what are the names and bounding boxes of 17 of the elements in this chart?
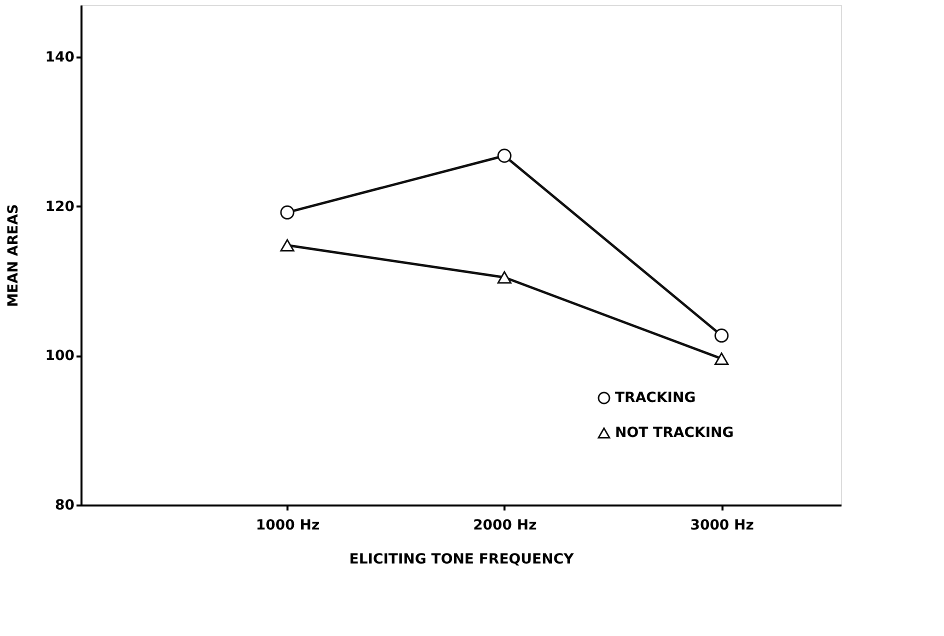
point <box>280 239 294 252</box>
x-tick-label: 1000 Hz <box>256 518 320 534</box>
point <box>714 328 729 343</box>
y-tick-label: 80 <box>55 498 75 514</box>
legend-label: TRACKING <box>615 390 696 406</box>
point <box>497 148 512 163</box>
x-tick-label: 2000 Hz <box>473 518 537 534</box>
y-tick-label: 120 <box>45 198 75 215</box>
point <box>497 271 512 284</box>
point <box>280 205 294 220</box>
legend-label: NOT TRACKING <box>615 425 734 441</box>
x-axis-title: ELICITING TONE FREQUENCY <box>349 552 575 568</box>
y-tick-label: 140 <box>45 50 75 66</box>
x-tick-label: 3000 Hz <box>690 518 754 534</box>
y-tick-label: 100 <box>45 348 75 364</box>
point <box>714 352 729 365</box>
y-axis-title: MEAN AREAS <box>5 204 22 308</box>
